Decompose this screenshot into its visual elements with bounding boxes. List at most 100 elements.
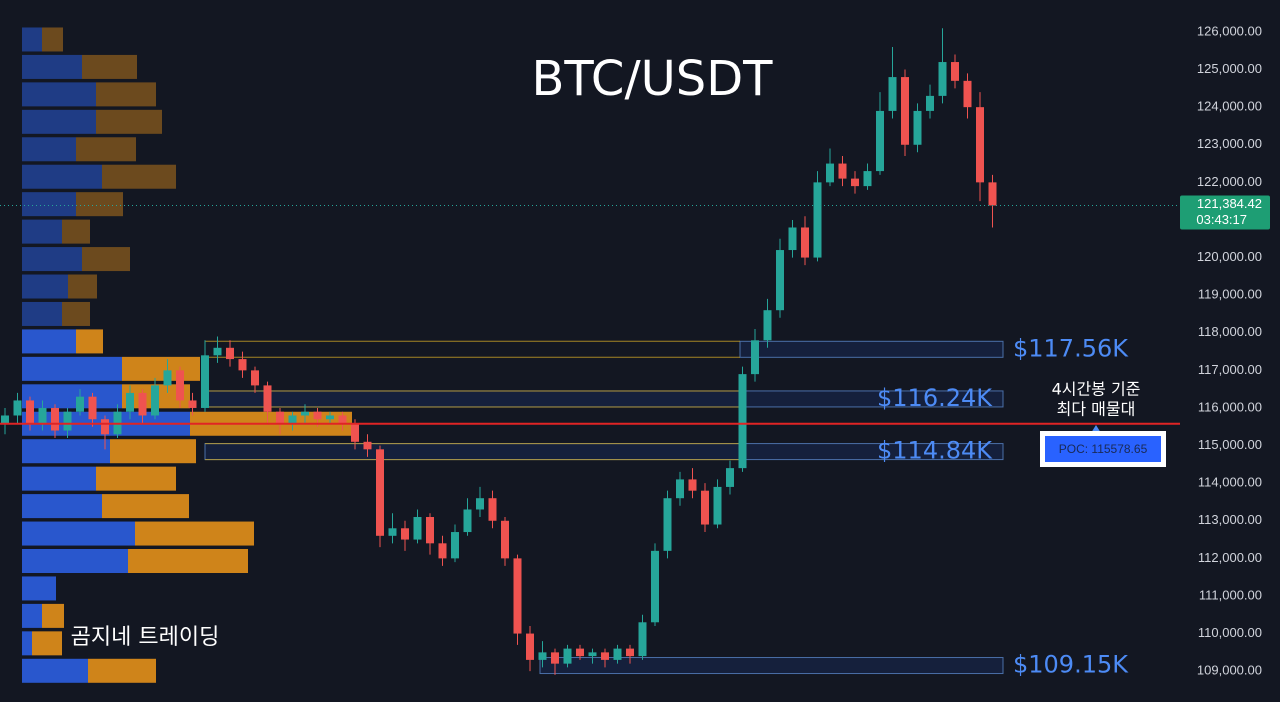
candle-body [638,622,647,657]
profile-sell [76,192,123,217]
profile-buy [22,576,56,601]
annotation: 4시간봉 기준 [1052,380,1141,399]
candle-body [251,370,259,386]
candle-body [613,648,622,660]
y-tick-label: 117,000.00 [1198,362,1262,377]
candle-body [238,359,247,371]
y-tick-label: 118,000.00 [1198,324,1262,339]
level-label: $117.56K [1013,334,1129,362]
candle-body [751,340,759,375]
y-tick-label: 113,000.00 [1198,512,1262,527]
candle-body [801,227,809,258]
candle-body [576,648,584,657]
y-tick-label: 123,000.00 [1197,136,1262,151]
y-tick-label: 122,000.00 [1197,174,1262,189]
candle-body [501,520,509,559]
candle-body [738,374,747,469]
profile-sell [122,356,200,381]
profile-sell [82,247,130,272]
profile-buy [22,466,96,491]
poc-label: POC: 115578.65 [1059,442,1148,456]
candle-body [663,498,672,551]
y-tick-label: 116,000.00 [1198,399,1262,414]
candle-body [426,517,434,544]
profile-sell [62,219,90,244]
y-tick-label: 126,000.00 [1197,23,1262,38]
candle-body [63,411,72,431]
last-price-badge [1180,195,1270,230]
profile-buy [22,384,122,409]
profile-sell [110,439,196,464]
candle-body [713,486,722,525]
candle-body [338,415,347,424]
candle-body [851,178,859,187]
candle-body [126,392,134,412]
level-zone [739,340,1004,358]
level-label: $114.84K [877,437,993,465]
profile-buy [22,356,122,381]
candle-body [51,407,59,431]
profile-sell [76,329,103,354]
candle-body [876,110,884,172]
watermark: 곰지네 트레이딩 [71,625,220,650]
candle-body [513,558,522,634]
y-tick-label: 112,000.00 [1198,550,1262,565]
countdown: 03:43:17 [1196,212,1247,227]
candle-body [788,227,797,251]
candle-body [676,479,684,499]
candle-body [938,62,947,96]
candle-body [726,468,734,487]
candle-body [276,411,284,424]
candle-body [626,648,634,657]
candle-body [163,370,172,386]
profile-buy [22,548,128,573]
profile-buy [22,137,76,162]
last-price-label: 121,384.42 [1197,196,1262,211]
candle-body [963,80,972,108]
profile-buy [22,274,68,299]
candle-body [951,62,959,81]
profile-sell [62,301,90,326]
profile-buy [22,521,135,546]
candle-body [976,107,984,183]
candle-body [826,163,834,183]
profile-buy [22,192,76,217]
profile-buy [22,494,102,519]
profile-buy [22,247,82,272]
candle-body [76,396,84,412]
candle-body [213,347,222,356]
profile-buy [22,82,96,107]
candle-body [288,415,297,424]
candle-body [901,77,909,145]
y-tick-label: 120,000.00 [1197,249,1262,264]
y-tick-label: 115,000.00 [1198,437,1262,452]
profile-sell [135,521,254,546]
candle-body [888,77,897,111]
candle-body [88,396,97,420]
candle-body [38,407,47,424]
candle-body [13,400,22,416]
level-label: $109.15K [1013,651,1129,679]
candle-body [188,400,197,408]
candle-body [438,543,447,559]
profile-sell [96,82,156,107]
profile-buy [22,219,62,244]
candle-body [776,250,784,311]
candle-body [313,411,322,420]
profile-buy [22,631,32,656]
candle-body [926,95,934,111]
profile-buy [22,27,42,52]
candle-body [651,550,659,623]
candle-body [401,528,409,540]
profile-buy [22,439,110,464]
chart-title: BTC/USDT [531,51,773,107]
poc-box [1045,436,1161,462]
profile-buy [22,603,42,628]
candle-body [263,385,272,412]
profile-sell [102,494,189,519]
candle-body [988,182,997,206]
y-tick-label: 114,000.00 [1198,475,1262,490]
candle-body [138,392,147,416]
